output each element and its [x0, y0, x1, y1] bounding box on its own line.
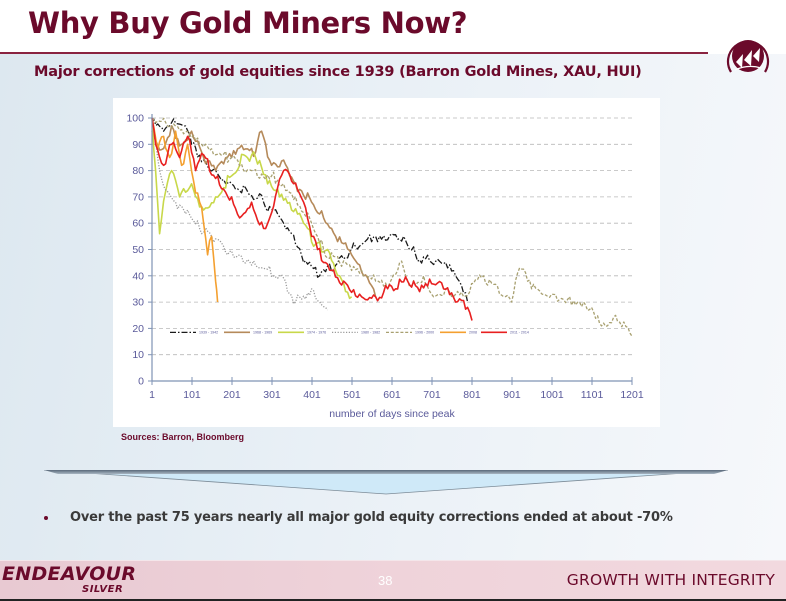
series-line-1968-1969 [151, 125, 377, 297]
legend-label: 1974 - 1976 [307, 331, 326, 335]
key-takeaway-bullet: Over the past 75 years nearly all major … [44, 510, 673, 525]
series-line-2008 [151, 117, 219, 303]
legend-label: 1980 - 1982 [361, 331, 380, 335]
y-tick-label: 40 [132, 270, 144, 282]
series-line-1980-1982 [151, 117, 329, 311]
chart-series [151, 117, 633, 337]
slide-header: Why Buy Gold Miners Now? [0, 0, 786, 52]
x-tick-label: 401 [303, 389, 321, 401]
slide-footer: ENDEAVOUR SILVER 38 GROWTH WITH INTEGRIT… [0, 560, 786, 601]
page-number: 38 [378, 573, 393, 588]
chart-sources: Sources: Barron, Bloomberg [121, 432, 245, 442]
slide-subtitle: Major corrections of gold equities since… [34, 64, 642, 80]
y-tick-label: 10 [132, 349, 144, 361]
y-tick-label: 0 [138, 376, 144, 388]
y-tick-label: 60 [132, 218, 144, 230]
slide-title: Why Buy Gold Miners Now? [28, 6, 468, 40]
y-tick-label: 80 [132, 165, 144, 177]
bullet-dot-icon [44, 515, 48, 520]
x-axis-title: number of days since peak [329, 408, 455, 420]
x-tick-label: 701 [423, 389, 441, 401]
x-tick-label: 101 [183, 389, 201, 401]
legend-label: 1996 - 2000 [415, 331, 434, 335]
legend-label: 2008 [469, 331, 477, 335]
x-tick-label: 801 [463, 389, 481, 401]
series-line-1974-1976 [151, 117, 353, 300]
x-tick-label: 901 [503, 389, 521, 401]
series-line-2011-2014 [151, 117, 473, 321]
x-tick-label: 1201 [620, 389, 644, 401]
chart-panel: 0 10 20 30 40 50 60 70 80 90 100 1 101 201 301 401 501 60… [113, 98, 660, 427]
x-tick-label: 1001 [540, 389, 564, 401]
y-tick-label: 20 [132, 323, 144, 335]
brand-logo-sub: SILVER [82, 584, 124, 595]
brand-logo-main: ENDEAVOUR [2, 563, 137, 585]
legend-label: 1968 - 1969 [253, 331, 272, 335]
endeavour-ship-emblem-icon [726, 40, 770, 73]
footer-tagline: GROWTH WITH INTEGRITY [566, 571, 775, 589]
x-tick-label: 501 [343, 389, 361, 401]
y-tick-label: 30 [132, 297, 144, 309]
y-tick-label: 70 [132, 191, 144, 203]
header-divider [0, 52, 708, 54]
x-tick-label: 201 [223, 389, 241, 401]
bullet-text: Over the past 75 years nearly all major … [70, 510, 673, 525]
legend-label: 1939 - 1942 [199, 331, 218, 335]
x-tick-label: 301 [263, 389, 281, 401]
x-tick-label: 601 [383, 389, 401, 401]
chart-grid [152, 117, 632, 356]
y-tick-label: 90 [132, 139, 144, 151]
y-tick-label: 100 [126, 113, 144, 125]
series-line-1996-2000 [151, 117, 633, 337]
chart-legend: 1939 - 1942 1968 - 1969 1974 - 1976 1980 - … [170, 331, 529, 335]
legend-label: 2011 - 2014 [510, 331, 529, 335]
y-tick-label: 50 [132, 244, 144, 256]
x-tick-label: 1101 [581, 389, 604, 401]
down-arrow-shape [44, 470, 728, 495]
x-tick-label: 1 [149, 389, 155, 401]
